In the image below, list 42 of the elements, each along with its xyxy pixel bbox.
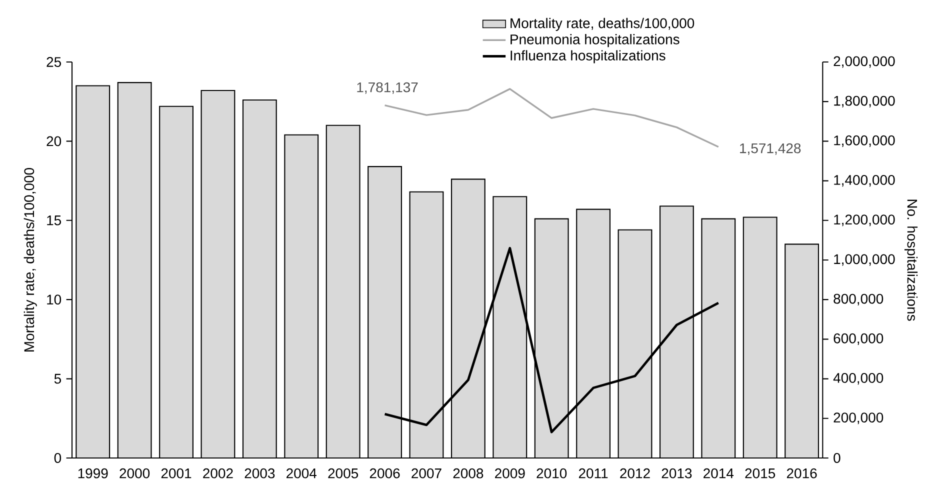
x-tick-label: 2009 xyxy=(495,468,525,478)
y2-tick-label: 600,000 xyxy=(834,333,884,345)
x-tick-label: 2005 xyxy=(328,468,358,478)
x-tick-label: 2007 xyxy=(412,468,442,478)
y2-tick-label: 1,800,000 xyxy=(834,96,895,108)
y-tick-label: 20 xyxy=(46,136,62,146)
y2-tick-label: 2,000,000 xyxy=(834,56,895,68)
y-tick-label: 25 xyxy=(46,57,62,67)
y2-tick-label: 400,000 xyxy=(833,373,884,385)
x-tick-label: 2004 xyxy=(286,468,317,478)
x-tick-label: 2015 xyxy=(745,468,776,478)
y2-tick-label: 1,600,000 xyxy=(834,135,895,147)
y2-tick-label: 1,000,000 xyxy=(834,254,895,266)
x-tick-label: 2008 xyxy=(453,468,484,478)
annotation: 1,781,137 xyxy=(357,82,418,94)
legend-label: Influenza hospitalizations xyxy=(510,50,666,64)
y-tick-label: 15 xyxy=(47,216,62,226)
y-tick-label: 10 xyxy=(47,294,62,305)
y2-tick-label: 1,400,000 xyxy=(834,175,895,187)
x-tick-label: 2002 xyxy=(203,468,233,478)
x-tick-label: 1999 xyxy=(78,468,108,478)
legend-label: Mortality rate, deaths/100,000 xyxy=(510,18,694,31)
x-tick-label: 2003 xyxy=(244,468,275,478)
x-tick-label: 2001 xyxy=(161,468,192,478)
x-tick-label: 2011 xyxy=(578,468,608,478)
x-tick-label: 2000 xyxy=(120,468,150,478)
x-tick-label: 2010 xyxy=(536,468,567,478)
legend-label: Pneumonia hospitalizations xyxy=(510,34,680,48)
x-tick-label: 2012 xyxy=(620,468,650,478)
y-tick-label: 5 xyxy=(54,374,62,384)
y2-axis-title: No. hospitalizations xyxy=(904,200,918,321)
x-tick-label: 2013 xyxy=(662,468,692,478)
y-tick-label: 0 xyxy=(54,453,62,463)
y-axis-title: Mortality rate, deaths/100,000 xyxy=(24,168,37,352)
x-tick-label: 2014 xyxy=(704,468,734,478)
y2-tick-label: 800,000 xyxy=(834,294,884,306)
x-tick-label: 2006 xyxy=(370,468,400,478)
y2-tick-label: 1,200,000 xyxy=(834,214,895,226)
y2-tick-label: 0 xyxy=(834,453,840,463)
annotation: 1,571,428 xyxy=(740,143,801,155)
x-tick-label: 2016 xyxy=(786,468,817,478)
y2-tick-label: 200,000 xyxy=(834,412,884,424)
